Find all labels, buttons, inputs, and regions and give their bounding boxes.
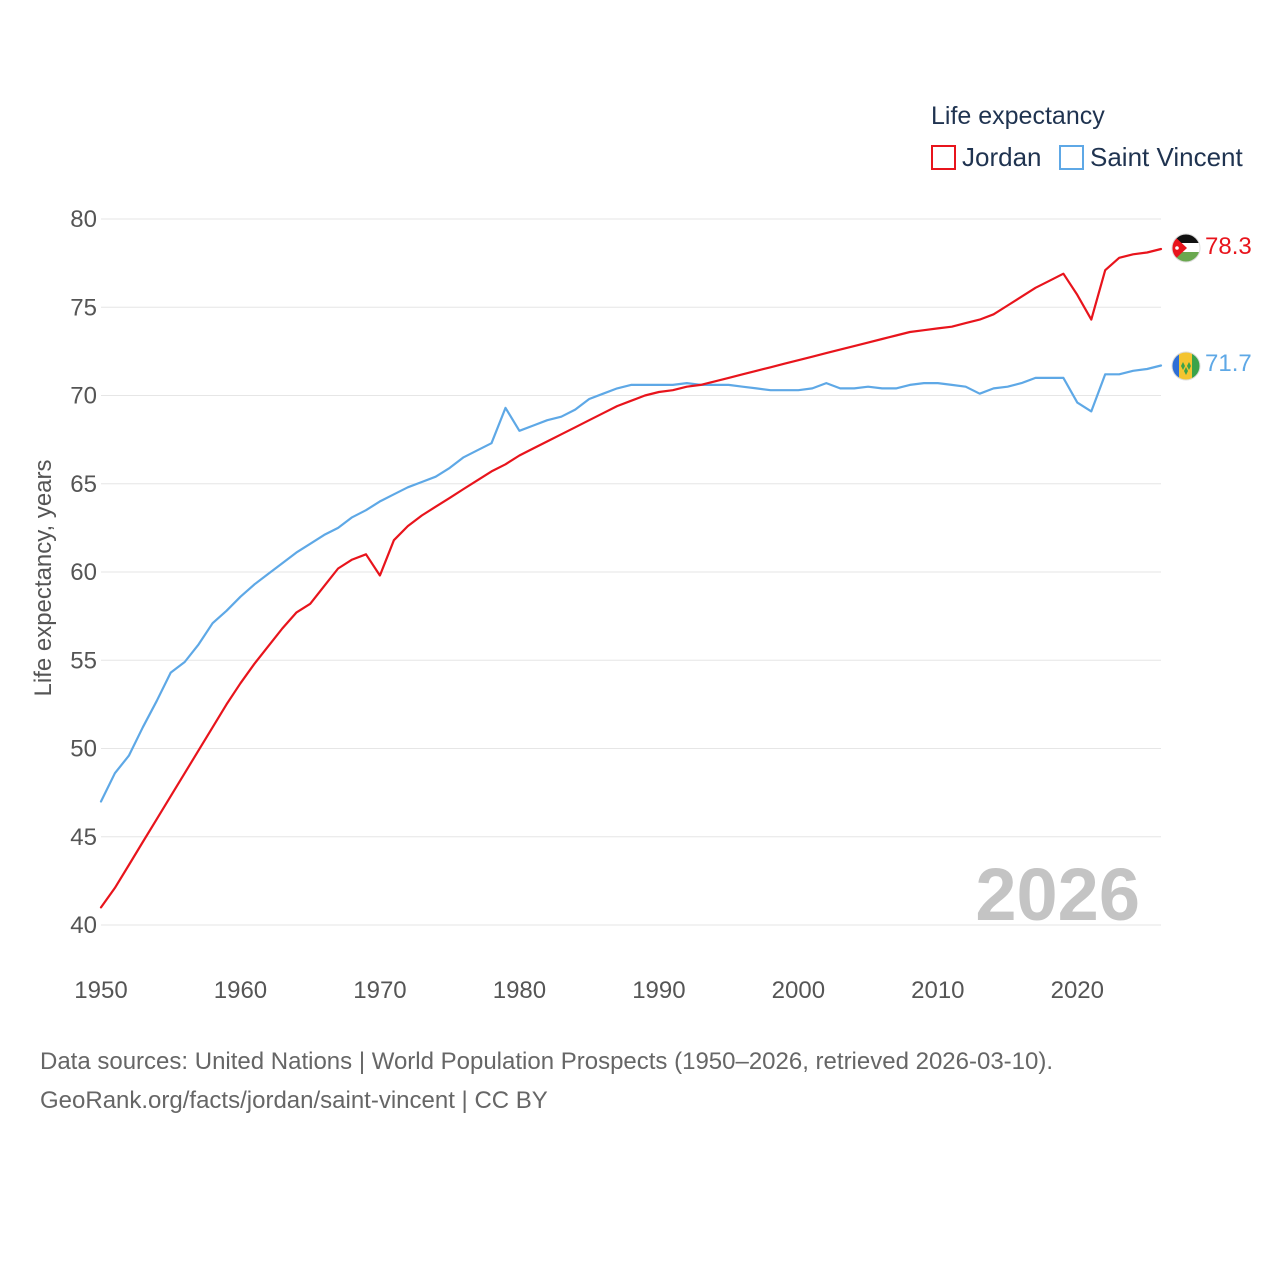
x-tick-label-2010: 2010 xyxy=(911,977,964,1004)
y-tick-label-65: 65 xyxy=(70,471,97,498)
y-tick-label-40: 40 xyxy=(70,912,97,939)
footer: Data sources: United Nations | World Pop… xyxy=(40,1042,1053,1120)
end-label-jordan: 78.3 xyxy=(1205,233,1252,260)
series-line-jordan xyxy=(99,247,1163,909)
year-marker: 2026 xyxy=(975,853,1140,936)
jordan-flag-icon xyxy=(1172,234,1200,262)
y-axis-ticks: 40 45 50 55 60 65 70 75 80 xyxy=(70,206,97,939)
series-line-saint-vincent xyxy=(99,364,1163,803)
saint-vincent-flag-icon xyxy=(1172,352,1200,380)
x-axis-ticks: 1950 1960 1970 1980 1990 2000 2010 2020 xyxy=(74,977,1104,1004)
legend-title: Life expectancy xyxy=(931,102,1105,130)
footer-attribution: GeoRank.org/facts/jordan/saint-vincent |… xyxy=(40,1087,548,1114)
gridlines xyxy=(101,218,1161,926)
y-tick-label-75: 75 xyxy=(70,294,97,321)
x-tick-label-1950: 1950 xyxy=(74,977,127,1004)
y-axis-title: Life expectancy, years xyxy=(30,459,57,696)
x-tick-label-1990: 1990 xyxy=(632,977,685,1004)
y-tick-label-45: 45 xyxy=(70,824,97,851)
y-tick-label-80: 80 xyxy=(70,206,97,233)
legend-label-saint-vincent: Saint Vincent xyxy=(1090,142,1244,172)
y-tick-label-50: 50 xyxy=(70,736,97,763)
legend-swatch-jordan xyxy=(931,145,956,170)
legend-swatch-saint-vincent xyxy=(1059,145,1084,170)
y-tick-label-55: 55 xyxy=(70,647,97,674)
footer-sources: Data sources: United Nations | World Pop… xyxy=(40,1048,1054,1075)
x-tick-label-1970: 1970 xyxy=(353,977,406,1004)
x-tick-label-1980: 1980 xyxy=(493,977,546,1004)
x-tick-label-2020: 2020 xyxy=(1051,977,1104,1004)
legend: Life expectancy Jordan Saint Vincent xyxy=(931,102,1244,172)
x-tick-label-2000: 2000 xyxy=(772,977,825,1004)
end-label-saint-vincent: 71.7 xyxy=(1205,350,1252,377)
y-tick-label-60: 60 xyxy=(70,559,97,586)
legend-label-jordan: Jordan xyxy=(962,142,1042,172)
x-tick-label-1960: 1960 xyxy=(214,977,267,1004)
series-lines xyxy=(99,247,1163,909)
y-tick-label-70: 70 xyxy=(70,383,97,410)
